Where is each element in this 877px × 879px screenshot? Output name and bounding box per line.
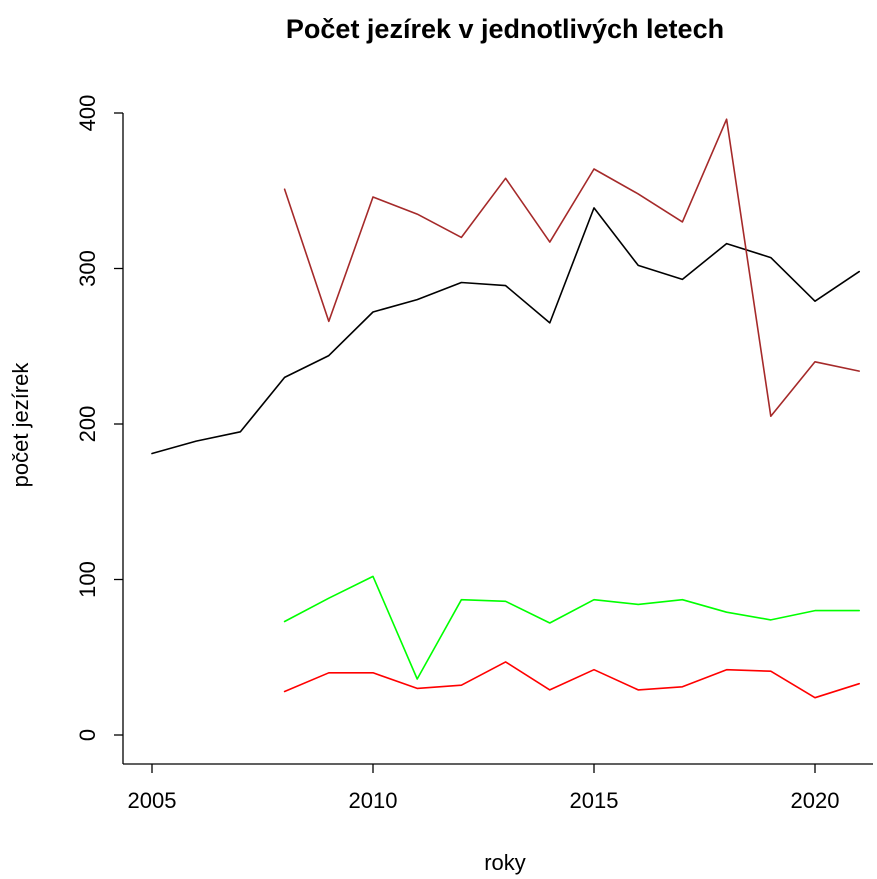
- y-tick-label: 200: [75, 406, 100, 443]
- y-tick-label: 100: [75, 561, 100, 598]
- y-tick-label: 0: [75, 729, 100, 741]
- series-line-3: [283, 575, 861, 680]
- series-line-4: [283, 661, 861, 699]
- y-tick-label: 400: [75, 95, 100, 132]
- series-line-1: [151, 207, 861, 455]
- series-line-2: [283, 118, 861, 418]
- y-axis-label: počet jezírek: [8, 362, 33, 488]
- x-axis-label: roky: [484, 850, 526, 875]
- chart-title: Počet jezírek v jednotlivých letech: [286, 14, 724, 44]
- x-tick-label: 2010: [349, 788, 398, 813]
- series-layer: [151, 118, 861, 699]
- axes: 2005 2010 2015 2020 0 100 200 300 400: [75, 95, 873, 813]
- x-tick-label: 2020: [791, 788, 840, 813]
- x-tick-label: 2005: [128, 788, 177, 813]
- y-tick-label: 300: [75, 250, 100, 287]
- x-tick-label: 2015: [570, 788, 619, 813]
